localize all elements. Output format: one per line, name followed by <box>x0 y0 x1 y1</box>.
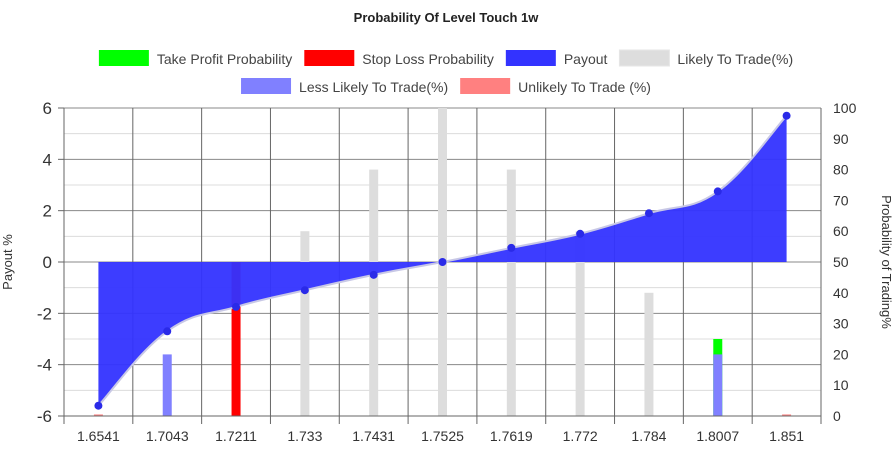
x-tick-label: 1.8007 <box>696 428 739 444</box>
bar <box>713 354 723 416</box>
x-tick-label: 1.784 <box>631 428 666 444</box>
y-tick-label: 2 <box>43 202 52 221</box>
legend-item: Payout <box>505 50 608 67</box>
legend-label: Take Profit Probability <box>157 51 292 67</box>
y2-tick-label: 100 <box>833 100 857 116</box>
x-tick-label: 1.851 <box>769 428 804 444</box>
legend-swatch <box>618 49 670 67</box>
y2-tick-label: 80 <box>833 162 849 178</box>
x-tick-label: 1.733 <box>287 428 322 444</box>
x-tick-label: 1.7619 <box>490 428 533 444</box>
payout-point <box>507 243 516 252</box>
x-tick-label: 1.7431 <box>352 428 395 444</box>
y2-tick-label: 30 <box>833 316 849 332</box>
payout-point <box>576 229 585 238</box>
y-tick-label: 4 <box>43 150 52 169</box>
payout-point <box>300 286 309 295</box>
bar <box>369 169 379 416</box>
legend-swatch <box>98 50 149 66</box>
payout-area <box>98 115 787 406</box>
payout-point <box>713 187 722 196</box>
chart-marks <box>93 108 792 416</box>
legend-item: Less Likely To Trade(%) <box>241 78 448 95</box>
bar <box>575 231 585 416</box>
legend-item: Stop Loss Probability <box>304 50 494 67</box>
y-tick-label: -2 <box>37 304 52 323</box>
legend-item: Take Profit Probability <box>98 50 292 67</box>
payout-point <box>782 111 791 120</box>
payout-point <box>644 209 653 218</box>
legend: Take Profit Probability Stop Loss Probabi… <box>98 49 793 95</box>
x-tick-label: 1.7211 <box>215 428 257 444</box>
legend-swatch <box>304 50 355 66</box>
y2-tick-label: 40 <box>833 285 849 301</box>
x-tick-label: 1.6541 <box>77 428 120 444</box>
legend-label: Likely To Trade(%) <box>677 51 793 67</box>
y-tick-label: 0 <box>43 253 52 272</box>
payout-point <box>232 302 241 311</box>
legend-item: Unlikely To Trade (%) <box>460 78 651 95</box>
legend-label: Payout <box>564 51 608 67</box>
y2-axis-title: Probability of Trading% <box>879 195 893 329</box>
bar <box>231 262 241 416</box>
y-tick-label: -4 <box>37 356 52 375</box>
y2-tick-label: 20 <box>833 346 849 362</box>
y2-tick-label: 0 <box>833 408 841 424</box>
bar <box>93 414 103 416</box>
x-tick-label: 1.7043 <box>146 428 189 444</box>
payout-point <box>94 401 103 410</box>
payout-point <box>369 270 378 279</box>
bar <box>162 354 172 416</box>
y-tick-label: 6 <box>43 99 52 118</box>
y2-tick-label: 60 <box>833 223 849 239</box>
legend-swatch <box>241 78 292 94</box>
y-axis-title: Payout % <box>0 234 15 290</box>
x-tick-label: 1.772 <box>563 428 598 444</box>
y2-tick-label: 70 <box>833 192 849 208</box>
payout-point <box>163 327 172 336</box>
y-tick-label: -6 <box>37 407 52 426</box>
y2-tick-label: 90 <box>833 131 849 147</box>
legend-swatch <box>460 78 511 94</box>
legend-label: Unlikely To Trade (%) <box>518 79 651 95</box>
legend-item: Likely To Trade(%) <box>618 49 793 67</box>
legend-label: Stop Loss Probability <box>362 51 494 67</box>
y2-tick-label: 10 <box>833 377 849 393</box>
chart-title: Probability Of Level Touch 1w <box>354 10 540 25</box>
bar <box>782 414 792 416</box>
legend-swatch <box>505 50 556 66</box>
payout-point <box>438 258 447 266</box>
bar <box>506 169 516 416</box>
legend-label: Less Likely To Trade(%) <box>299 79 448 95</box>
y2-tick-label: 50 <box>833 254 849 270</box>
bar <box>300 231 310 416</box>
bar <box>644 292 654 416</box>
x-tick-label: 1.7525 <box>421 428 464 444</box>
